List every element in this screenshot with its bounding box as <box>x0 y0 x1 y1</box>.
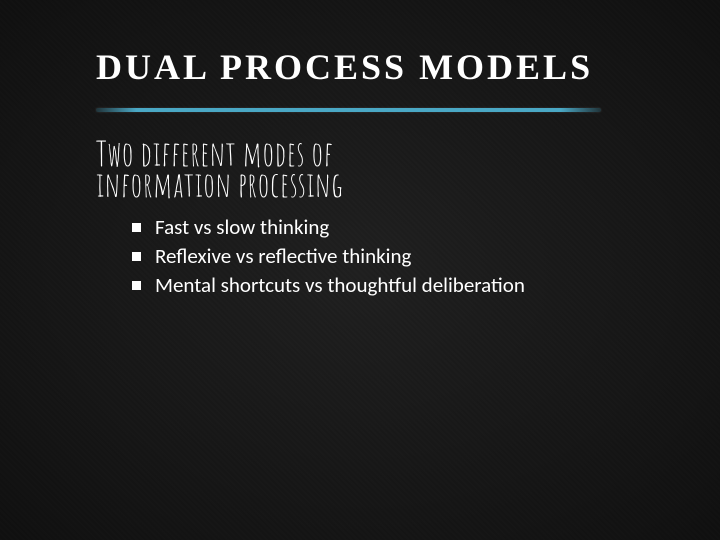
list-item: Fast vs slow thinking <box>132 214 526 241</box>
bullet-text: Mental shortcuts vs thoughtful deliberat… <box>155 272 526 299</box>
slide-subtitle: Two different modes of information proce… <box>96 138 650 201</box>
list-item: Mental shortcuts vs thoughtful deliberat… <box>132 272 526 299</box>
square-bullet-icon <box>132 281 141 290</box>
slide-title: DUAL PROCESS MODELS <box>96 48 650 88</box>
subtitle-line-2: information processing <box>96 169 650 200</box>
bullet-list: Fast vs slow thinking Reflexive vs refle… <box>96 214 526 299</box>
list-item: Reflexive vs reflective thinking <box>132 243 526 270</box>
bullet-text: Fast vs slow thinking <box>155 214 526 241</box>
slide: DUAL PROCESS MODELS Two different modes … <box>0 0 720 540</box>
square-bullet-icon <box>132 252 141 261</box>
square-bullet-icon <box>132 223 141 232</box>
title-underline <box>96 108 601 112</box>
bullet-text: Reflexive vs reflective thinking <box>155 243 526 270</box>
